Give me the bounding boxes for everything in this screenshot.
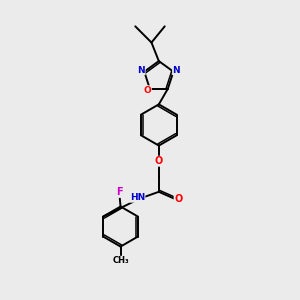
Text: O: O: [155, 156, 163, 166]
Text: O: O: [174, 194, 182, 204]
Text: O: O: [144, 86, 152, 95]
Text: N: N: [137, 66, 145, 75]
Text: CH₃: CH₃: [112, 256, 129, 265]
Text: HN: HN: [130, 193, 145, 202]
Text: N: N: [172, 66, 180, 75]
Text: F: F: [116, 188, 123, 197]
